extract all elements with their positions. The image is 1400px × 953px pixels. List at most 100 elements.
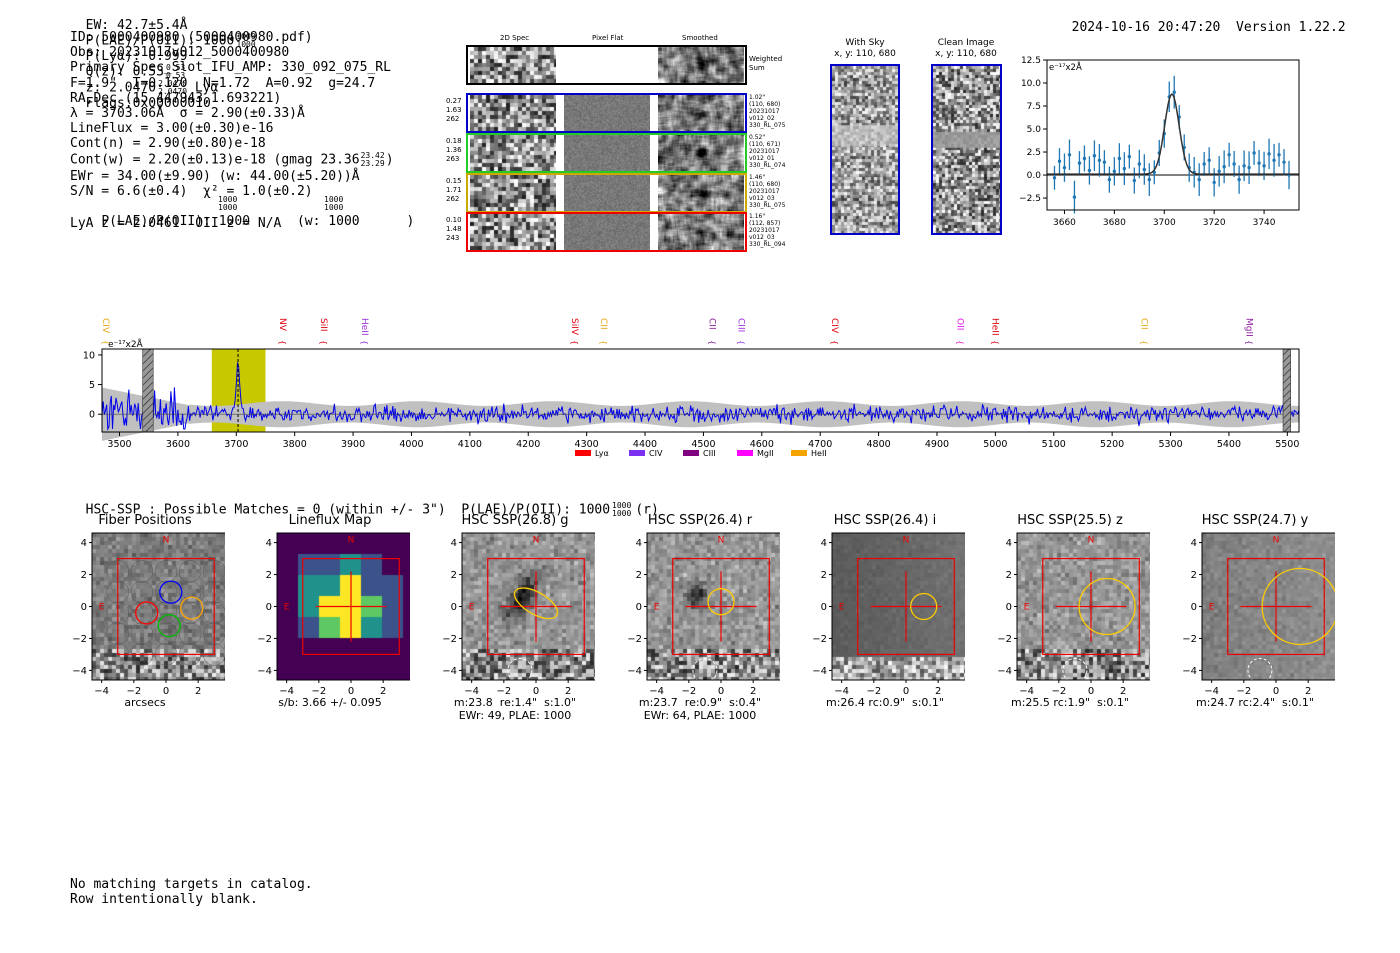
spec-row-pixelflat-image	[564, 175, 650, 211]
zoom-point	[1112, 169, 1117, 174]
cutout-ytick-label: 2	[821, 570, 827, 581]
cutout-ytick-label: 4	[821, 538, 827, 549]
cutout-ytick-label: −2	[442, 634, 457, 645]
fiber-outline	[154, 643, 178, 666]
weighted-2dspec-image	[470, 47, 556, 83]
footer-line-2: Row intentionally blank.	[70, 892, 258, 907]
spec-row-right-meta: 0.52" (110, 671) 20231017 v012_01 330_RL_074	[749, 134, 799, 169]
cutout-xtick-label: −2	[126, 686, 141, 697]
north-label: N	[1088, 536, 1095, 546]
info-sn: S/N = 6.6(±0.4) χ² = 1.0(±0.2)	[70, 183, 313, 199]
clean-image-frame	[931, 64, 1002, 235]
fiber-outline	[178, 580, 202, 604]
zoom-ytick-label: 2.5	[1027, 148, 1041, 158]
fiber-outline	[203, 580, 225, 604]
cutout-ytick-label: −2	[257, 634, 272, 645]
aperture-box	[1227, 557, 1325, 656]
zoom-point	[1217, 169, 1221, 174]
aperture-box	[1042, 557, 1140, 656]
header-line: Lyα	[194, 80, 219, 96]
header-right: 2024-10-16 20:47:20 Version 1.22.2	[1056, 5, 1346, 35]
full-xtick-label: 3900	[341, 439, 365, 450]
east-label: E	[1024, 603, 1030, 613]
spec-row-stat: 0.15	[446, 177, 462, 185]
spec-row-meta: (110, 680)	[749, 101, 781, 108]
zoom-ylabel-unit: e⁻¹⁷x2Å	[1049, 61, 1082, 73]
spec-row-2dspec-image	[470, 214, 556, 250]
north-label: N	[1273, 536, 1280, 546]
cutout-xtick-label: 0	[718, 686, 724, 697]
with-sky-label: With Sky	[845, 38, 885, 48]
spec-row-smoothed-image	[658, 175, 744, 211]
fiber-outline	[203, 601, 225, 625]
catalog-header: HSC-SSP : Possible Matches = 0 (within +…	[70, 487, 659, 518]
with-sky-image	[832, 66, 898, 233]
zoom-point	[1097, 158, 1102, 163]
line-id-bracket: {	[360, 340, 369, 345]
zoom-point	[1242, 164, 1246, 168]
line-id-label: CII {	[598, 318, 608, 345]
catalog-header-suffix: (r)	[635, 502, 659, 518]
cutout-ytick-label: −2	[627, 634, 642, 645]
header-qz: Q(z): 0.53	[85, 64, 164, 80]
spec2d-col-title: Pixel Flat	[592, 34, 624, 42]
cutout-ytick-label: −4	[257, 666, 272, 677]
zoom-point	[1222, 165, 1226, 169]
cutout-xtick-label: −4	[649, 686, 664, 697]
line-id-bracket: {	[278, 340, 287, 345]
spec-row-meta: 20231017	[749, 227, 780, 234]
zoom-series	[1052, 75, 1291, 214]
cutout-ytick-label: −2	[997, 634, 1012, 645]
spec-row-right-meta: 1.46" (110, 680) 20231017 v012_03 330_RL_075	[749, 174, 799, 209]
zoom-xtick-label: 3720	[1203, 218, 1226, 228]
info-params: F=1.9" T=0.120 N=1.72 A=0.92 g=24.7	[70, 75, 376, 91]
info-ewr: EWr = 34.00(±9.90) (w: 44.00(±5.20))Å	[70, 168, 360, 184]
spec-row-meta: (112, 857)	[749, 220, 781, 227]
full-xtick-label: 3600	[166, 439, 190, 450]
fiber-outline	[130, 643, 154, 666]
info-w-frac: 1000 1000	[324, 196, 343, 212]
spec-row-left-stats: 0.10 1.48 243	[446, 216, 468, 243]
cutout-ytick-label: 2	[1006, 570, 1012, 581]
info-contw-row: Cont(w) = 2.20(±0.13)e-18 (gmag 23.3623.…	[70, 150, 394, 168]
info-block: ID: 5000400980 (5000400980.pdf) Obs: 202…	[70, 30, 414, 231]
zoom-point	[1102, 160, 1107, 164]
legend-label: CIII	[703, 449, 716, 458]
cutout-ytick-label: 0	[81, 602, 87, 613]
full-xtick-label: 4500	[691, 439, 715, 450]
line-id-text: CIV	[829, 318, 839, 334]
zoom-ytick-label: 7.5	[1027, 102, 1041, 112]
spec-row-left-stats: 0.18 1.36 263	[446, 137, 468, 164]
spec-row-meta: 20231017	[749, 108, 780, 115]
zoom-point	[1202, 162, 1206, 166]
full-xtick-label: 4600	[750, 439, 774, 450]
line-id-bracket: {	[1244, 340, 1253, 345]
flux-line	[101, 362, 1300, 431]
spec-row-stat: 0.10	[446, 216, 462, 224]
line-id-text: NV	[277, 318, 287, 332]
zoom-point	[1172, 90, 1176, 94]
line-id-label: CIII {	[735, 318, 745, 345]
zoom-ytick-label: −2.5	[1019, 194, 1041, 204]
spec-row-2dspec-image	[470, 95, 556, 131]
fiber-outline	[178, 643, 202, 666]
full-xtick-label: 5000	[983, 439, 1007, 450]
spec-row-left-stats: 0.15 1.71 262	[446, 177, 468, 204]
cutout-xtick-label: 0	[1088, 686, 1094, 697]
info-radec: RA,Dec (15.447943,1.693221)	[70, 90, 282, 106]
fiber-outline	[106, 622, 129, 645]
zoom-point	[1197, 177, 1201, 182]
weighted-sum-box	[466, 45, 747, 85]
panel-caption: m:26.4 rc:0.9" s:0.1"	[826, 696, 944, 709]
fiber-outline	[106, 560, 129, 583]
info-w-sup: 1000	[324, 195, 344, 205]
clean-image	[933, 66, 1000, 233]
header-plae-sub: 1000	[236, 40, 256, 49]
east-label: E	[99, 603, 105, 613]
full-xtick-label: 5300	[1158, 439, 1182, 450]
line-id-label: OII {	[954, 318, 964, 345]
line-id-bracket: {	[990, 340, 999, 345]
zoom-xtick-label: 3660	[1053, 218, 1076, 228]
